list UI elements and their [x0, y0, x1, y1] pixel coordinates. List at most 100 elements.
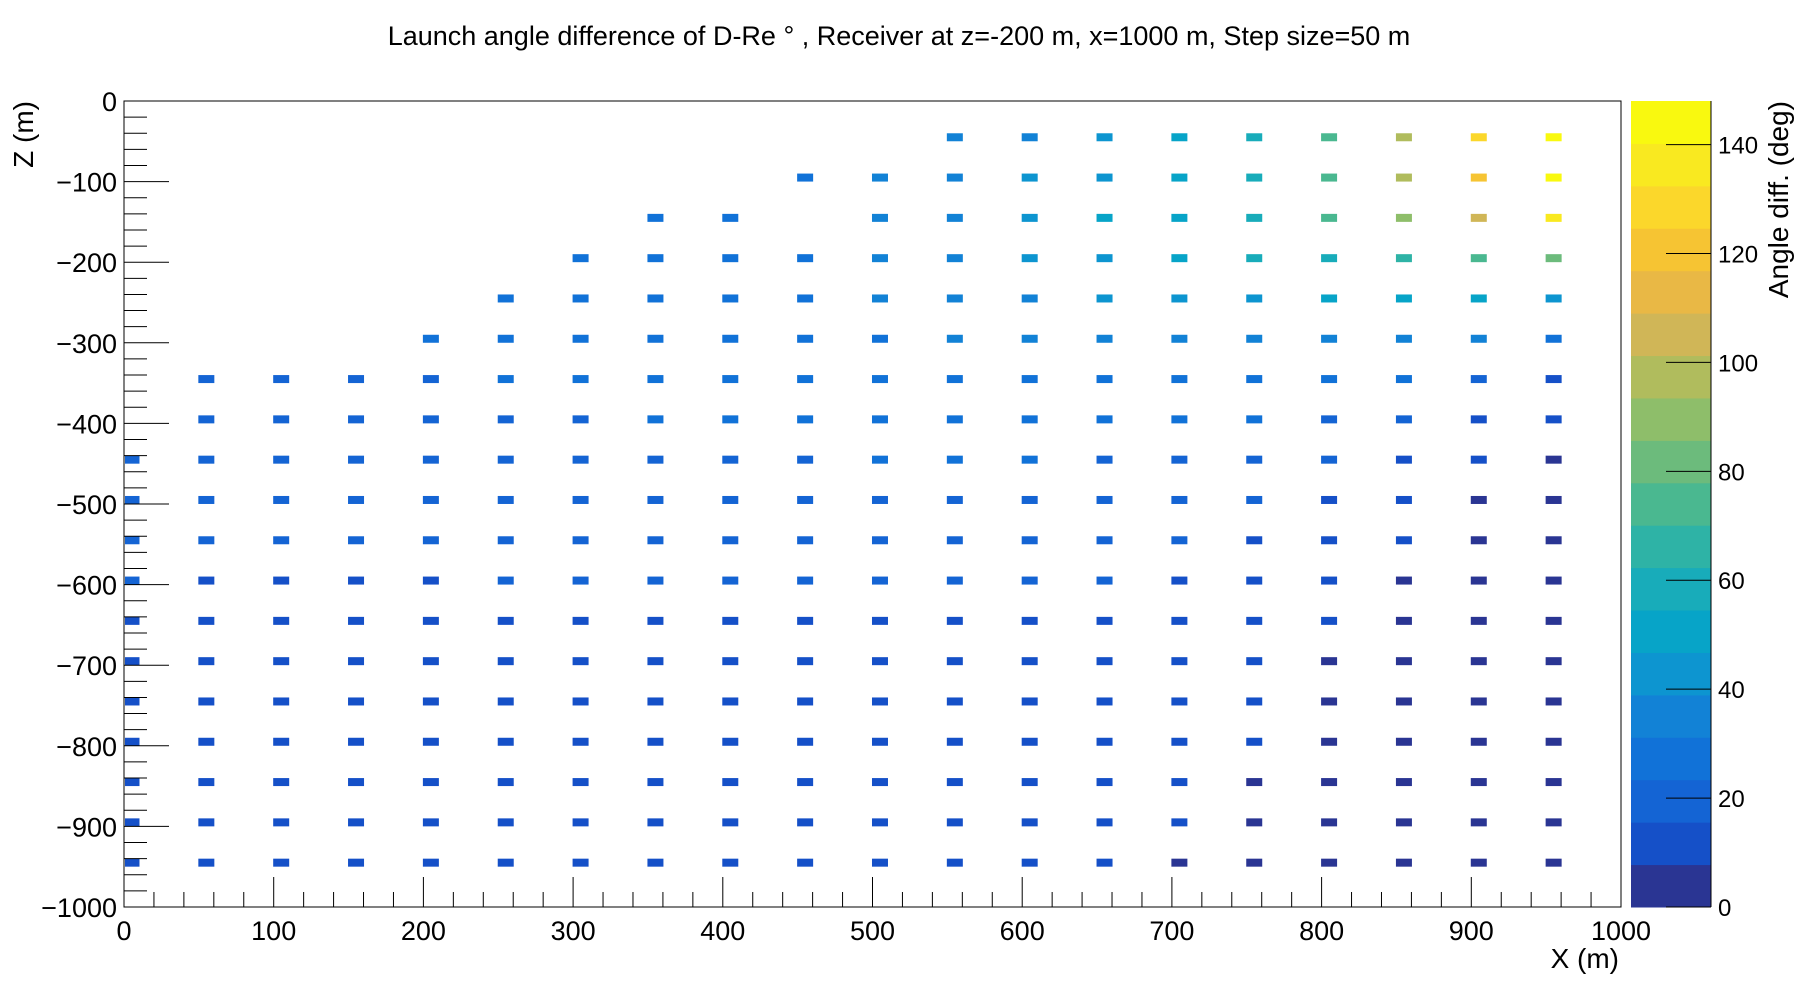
heatmap-cell — [647, 213, 664, 222]
heatmap-cell — [1321, 536, 1338, 545]
heatmap-cell — [198, 495, 215, 504]
y-tick-label: −900 — [56, 812, 117, 842]
heatmap-cell — [1545, 818, 1562, 827]
heatmap-cell — [797, 778, 814, 787]
heatmap-cell — [722, 818, 739, 827]
heatmap-cell — [1470, 616, 1487, 625]
heatmap-cell — [1470, 133, 1487, 142]
heatmap-cell — [1246, 657, 1263, 666]
heatmap-cell — [722, 495, 739, 504]
heatmap-cell — [422, 858, 439, 867]
heatmap-cell — [198, 536, 215, 545]
heatmap-cell — [125, 495, 140, 504]
color-scale-tick-label: 20 — [1718, 786, 1745, 813]
heatmap-cell — [497, 415, 514, 424]
heatmap-cell — [273, 858, 290, 867]
y-tick-label: −800 — [56, 732, 117, 762]
heatmap-cell — [273, 818, 290, 827]
heatmap-cell — [797, 818, 814, 827]
heatmap-cell — [1171, 415, 1188, 424]
heatmap-cell — [422, 778, 439, 787]
heatmap-cell — [871, 173, 888, 182]
heatmap-cell — [198, 455, 215, 464]
heatmap-cell — [1171, 455, 1188, 464]
heatmap-cell — [1096, 697, 1113, 706]
x-tick-label: 900 — [1449, 916, 1494, 946]
heatmap-cell — [722, 415, 739, 424]
y-tick-label: 0 — [102, 87, 117, 117]
heatmap-cell — [348, 737, 365, 746]
y-tick-label: −200 — [56, 248, 117, 278]
heatmap-cell — [1395, 818, 1412, 827]
heatmap-cell — [1171, 737, 1188, 746]
heatmap-cell — [422, 576, 439, 585]
heatmap-cell — [497, 697, 514, 706]
heatmap-cell — [946, 495, 963, 504]
x-tick-label: 500 — [850, 916, 895, 946]
heatmap-cell — [722, 616, 739, 625]
heatmap-cell — [1171, 858, 1188, 867]
heatmap-cell — [1470, 737, 1487, 746]
heatmap-cell — [722, 697, 739, 706]
heatmap-cell — [1021, 213, 1038, 222]
heatmap-cell — [797, 375, 814, 384]
heatmap-cell — [1395, 858, 1412, 867]
heatmap-cell — [497, 818, 514, 827]
heatmap-cell — [273, 455, 290, 464]
heatmap-cell — [946, 254, 963, 263]
y-tick-label: −1000 — [41, 893, 117, 923]
x-tick-label: 600 — [1000, 916, 1045, 946]
heatmap-cell — [1470, 858, 1487, 867]
color-scale-band — [1631, 694, 1711, 738]
x-axis-label: X (m) — [1551, 943, 1619, 974]
heatmap-cell — [1096, 495, 1113, 504]
heatmap-cell — [348, 858, 365, 867]
heatmap-cell — [273, 576, 290, 585]
heatmap-cell — [1171, 495, 1188, 504]
heatmap-cell — [871, 576, 888, 585]
color-scale-band — [1631, 525, 1711, 569]
heatmap-cell — [1021, 778, 1038, 787]
heatmap-cell — [198, 415, 215, 424]
color-scale-band — [1631, 864, 1711, 908]
heatmap-cell — [647, 778, 664, 787]
heatmap-cell — [1171, 576, 1188, 585]
heatmap-cell — [273, 375, 290, 384]
color-scale: 0 20 40 60 80 100 120 140 — [1631, 101, 1758, 922]
heatmap-cell — [125, 616, 140, 625]
heatmap-cell — [1470, 173, 1487, 182]
heatmap-cell — [1321, 173, 1338, 182]
heatmap-cell — [1171, 375, 1188, 384]
heatmap-cell — [647, 495, 664, 504]
heatmap-cell — [1021, 294, 1038, 303]
heatmap-cell — [1545, 657, 1562, 666]
heatmap-cell — [198, 737, 215, 746]
color-scale-band — [1631, 101, 1711, 144]
y-tick-label: −300 — [56, 329, 117, 359]
heatmap-cell — [1021, 375, 1038, 384]
heatmap-cell — [422, 495, 439, 504]
heatmap-cell — [946, 173, 963, 182]
heatmap-cell — [1470, 778, 1487, 787]
heatmap-cell — [1096, 657, 1113, 666]
heatmap-cell — [348, 455, 365, 464]
color-scale-tick-label: 140 — [1718, 133, 1758, 160]
heatmap-cell — [946, 576, 963, 585]
heatmap-cell — [572, 334, 589, 343]
heatmap-cell — [1545, 133, 1562, 142]
heatmap-cell — [647, 576, 664, 585]
heatmap-cell — [422, 334, 439, 343]
heatmap-cell — [125, 536, 140, 545]
heatmap-cell — [647, 536, 664, 545]
heatmap-cell — [1470, 294, 1487, 303]
heatmap-cell — [1246, 294, 1263, 303]
heatmap-cell — [1096, 415, 1113, 424]
heatmap-cell — [1545, 576, 1562, 585]
heatmap-cell — [946, 778, 963, 787]
plot-frame — [123, 100, 1622, 908]
heatmap-cell — [1096, 294, 1113, 303]
x-tick-label: 800 — [1299, 916, 1344, 946]
heatmap-cell — [871, 818, 888, 827]
heatmap-cell — [198, 818, 215, 827]
heatmap-cell — [871, 657, 888, 666]
